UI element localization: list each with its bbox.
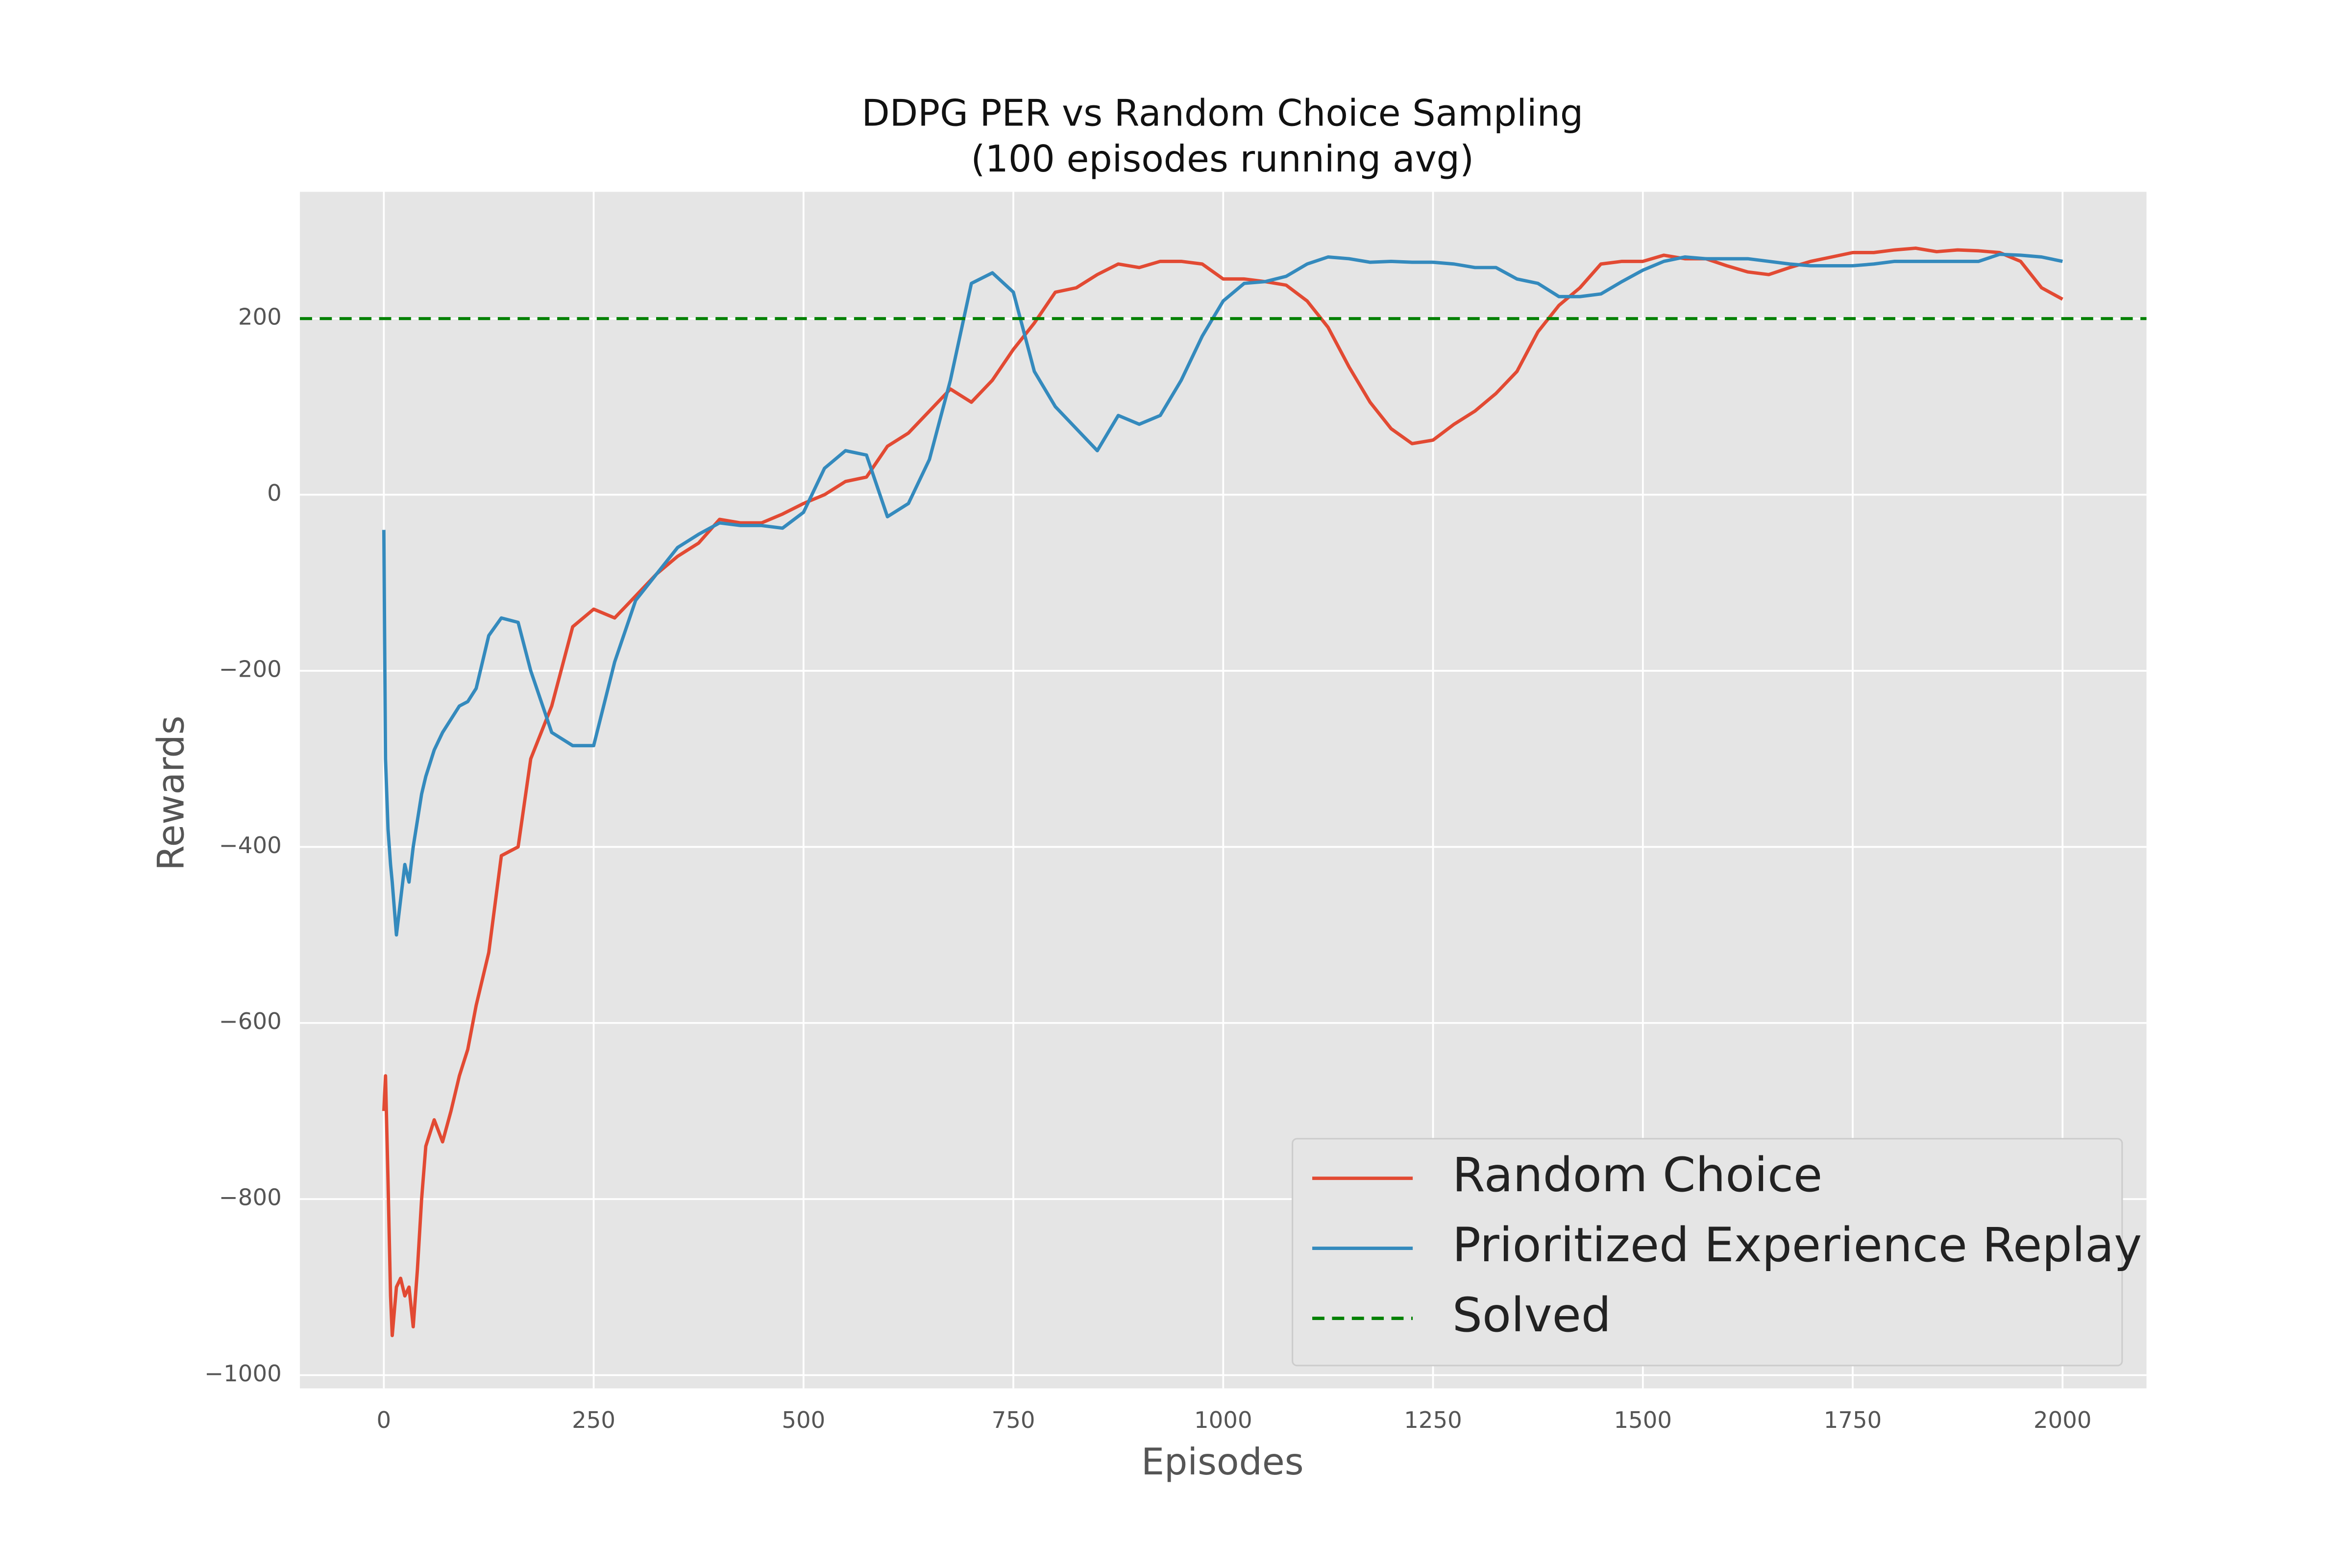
- x-tick-label: 250: [572, 1407, 615, 1433]
- y-tick-label: 0: [267, 480, 282, 506]
- legend-label: Solved: [1452, 1288, 1611, 1343]
- chart-title: DDPG PER vs Random Choice Sampling: [861, 92, 1583, 135]
- line-series: [382, 252, 2063, 937]
- line-series: [382, 246, 2063, 1338]
- x-tick-label: 1000: [1194, 1407, 1252, 1433]
- x-axis-label: Episodes: [1141, 1441, 1304, 1483]
- x-tick-label: 0: [377, 1407, 392, 1433]
- x-tick-label: 1500: [1614, 1407, 1672, 1433]
- x-tick-label: 750: [992, 1407, 1035, 1433]
- x-tick-label: 1250: [1404, 1407, 1462, 1433]
- y-axis-label: Rewards: [150, 715, 193, 870]
- x-tick-label: 2000: [2034, 1407, 2092, 1433]
- y-tick-label: −800: [219, 1184, 282, 1211]
- y-tick-label: −400: [219, 832, 282, 858]
- chart-subtitle: (100 episodes running avg): [971, 138, 1474, 180]
- legend-label: Random Choice: [1452, 1148, 1822, 1202]
- legend-label: Prioritized Experience Replay: [1452, 1218, 2142, 1273]
- y-tick-label: 200: [238, 304, 282, 330]
- x-tick-label: 500: [782, 1407, 825, 1433]
- legend-box: [1292, 1138, 2123, 1367]
- y-tick-label: −1000: [204, 1360, 282, 1387]
- y-tick-label: −200: [219, 656, 282, 682]
- x-tick-label: 1750: [1824, 1407, 1882, 1433]
- y-tick-label: −600: [219, 1008, 282, 1034]
